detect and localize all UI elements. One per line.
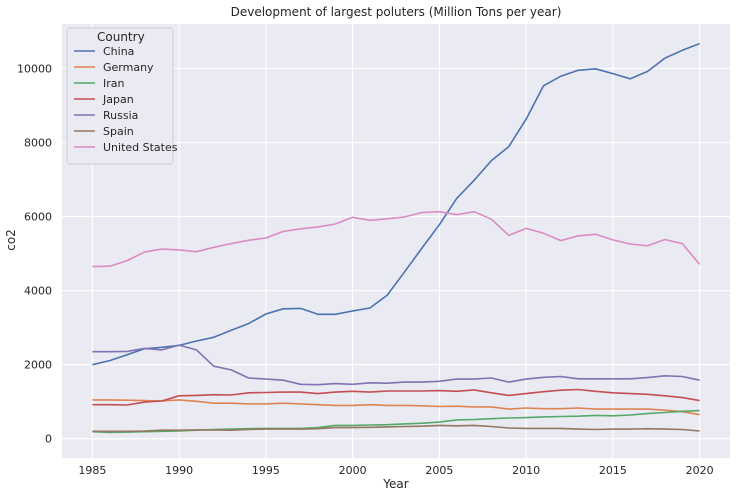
y-tick-label: 2000 (24, 359, 52, 372)
y-tick-label: 4000 (24, 285, 52, 298)
x-tick-label: 2010 (512, 464, 540, 477)
x-tick-label: 2005 (425, 464, 453, 477)
legend-label: Spain (103, 125, 134, 138)
y-tick-label: 8000 (24, 136, 52, 149)
series-line-china (92, 42, 700, 366)
x-tick-label: 1985 (78, 464, 106, 477)
legend-label: China (103, 45, 134, 58)
series-line-united-states (92, 210, 701, 268)
series-line-spain (92, 424, 700, 433)
legend-label: Russia (103, 109, 138, 122)
x-tick-label: 2000 (339, 464, 367, 477)
series-line-japan (92, 388, 700, 406)
legend-label: Iran (103, 77, 125, 90)
legend-label: Japan (102, 93, 134, 106)
series-line-germany (92, 399, 700, 416)
x-axis-title: Year (382, 477, 408, 491)
legend-box (66, 27, 174, 165)
x-tick-label: 1990 (165, 464, 193, 477)
x-tick-label: 2020 (686, 464, 714, 477)
legend-label: United States (103, 141, 178, 154)
series-layer (92, 42, 701, 434)
y-tick-label: 0 (45, 433, 52, 446)
tick-layer: 1985 1990 1995 2000 2005 2010 2015 2020 0 2000 400… (17, 62, 714, 477)
y-tick-label: 10000 (17, 62, 52, 75)
x-tick-label: 1995 (252, 464, 280, 477)
y-tick-label: 6000 (24, 211, 52, 224)
chart-title: Development of largest poluters (Million… (231, 5, 562, 19)
y-axis-title: co2 (4, 229, 18, 251)
x-tick-label: 2015 (599, 464, 627, 477)
series-line-russia (92, 344, 700, 386)
legend-title: Country (97, 30, 145, 44)
legend-label: Germany (103, 61, 154, 74)
